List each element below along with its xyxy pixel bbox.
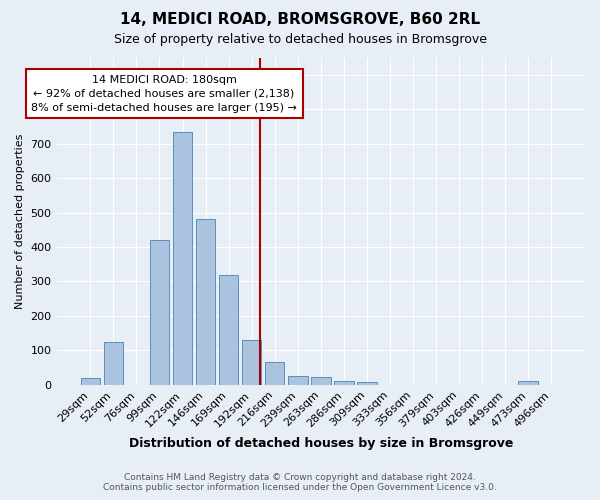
Bar xyxy=(288,376,308,385)
Text: Contains HM Land Registry data © Crown copyright and database right 2024.
Contai: Contains HM Land Registry data © Crown c… xyxy=(103,473,497,492)
Bar xyxy=(80,378,100,385)
Bar xyxy=(311,377,331,385)
Bar xyxy=(518,382,538,385)
Bar xyxy=(173,132,193,385)
Y-axis label: Number of detached properties: Number of detached properties xyxy=(15,134,25,309)
Text: Size of property relative to detached houses in Bromsgrove: Size of property relative to detached ho… xyxy=(113,32,487,46)
Bar xyxy=(357,382,377,385)
Bar xyxy=(219,274,238,385)
X-axis label: Distribution of detached houses by size in Bromsgrove: Distribution of detached houses by size … xyxy=(128,437,513,450)
Bar xyxy=(149,240,169,385)
Bar xyxy=(242,340,262,385)
Bar xyxy=(196,220,215,385)
Text: 14, MEDICI ROAD, BROMSGROVE, B60 2RL: 14, MEDICI ROAD, BROMSGROVE, B60 2RL xyxy=(120,12,480,28)
Text: 14 MEDICI ROAD: 180sqm
← 92% of detached houses are smaller (2,138)
8% of semi-d: 14 MEDICI ROAD: 180sqm ← 92% of detached… xyxy=(31,74,297,112)
Bar xyxy=(265,362,284,385)
Bar xyxy=(334,382,353,385)
Bar xyxy=(104,342,123,385)
